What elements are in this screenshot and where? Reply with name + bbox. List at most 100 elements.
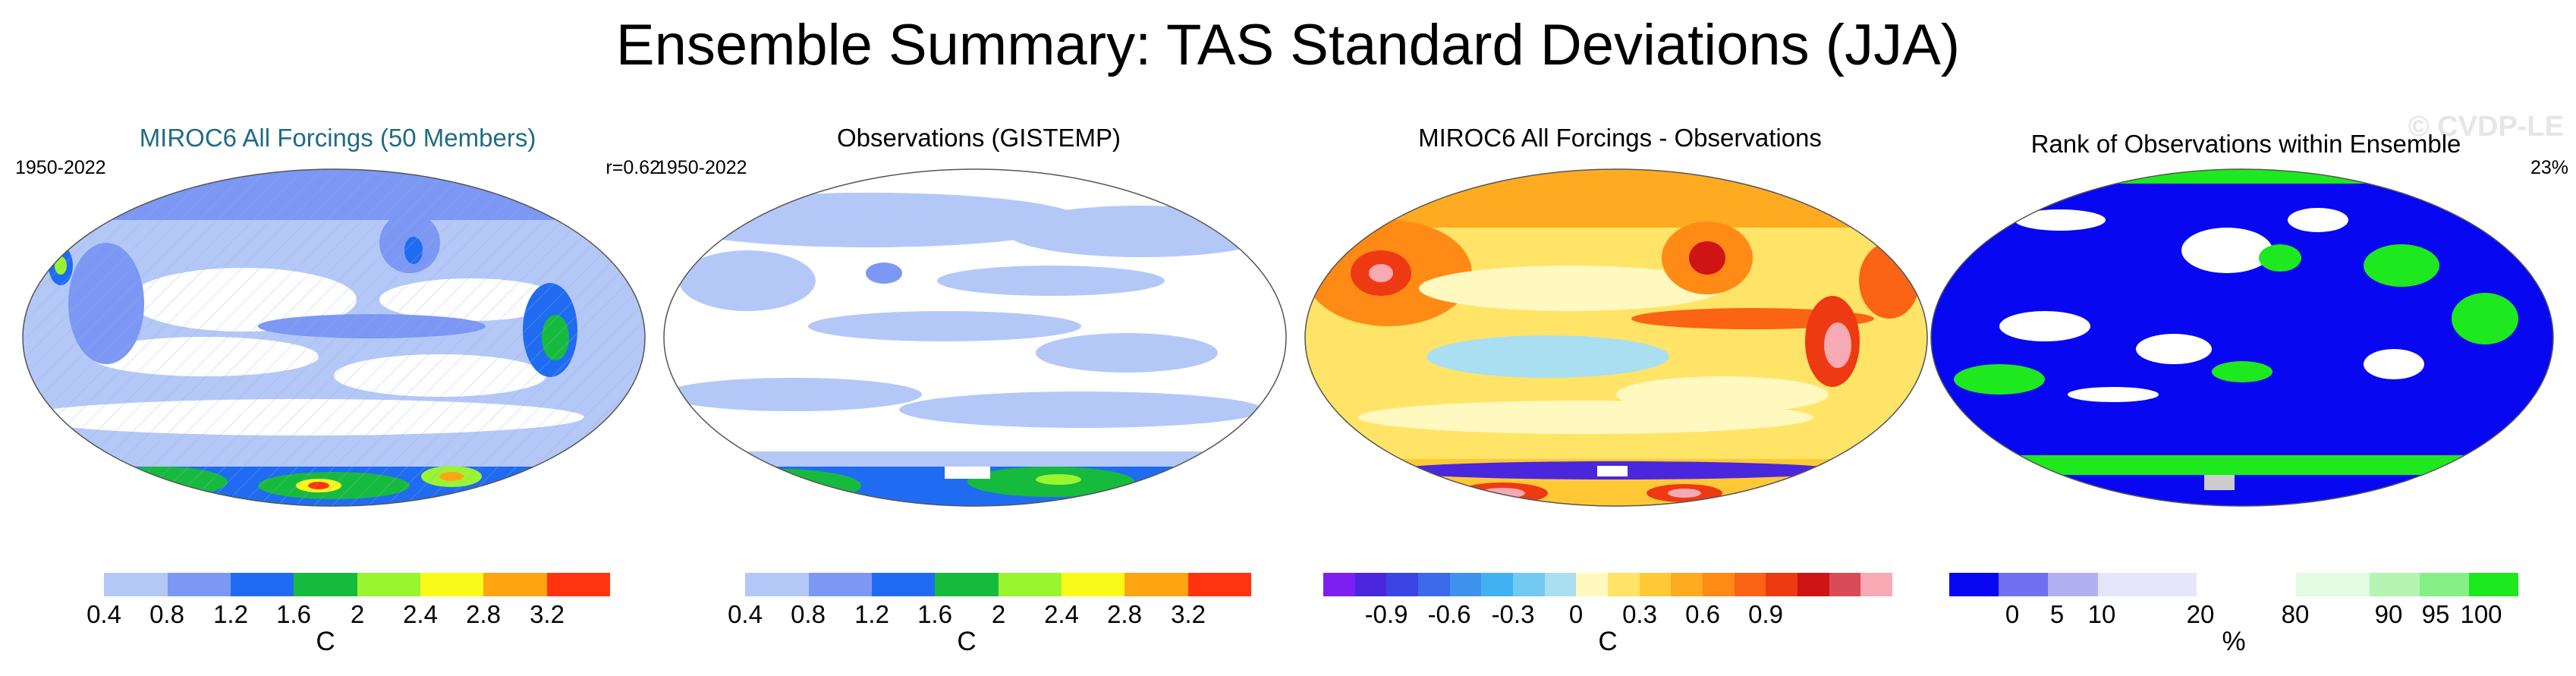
world-map bbox=[1304, 168, 1928, 507]
percentage-label: 23% bbox=[2530, 157, 2568, 178]
colorbar-tick: 100 bbox=[2460, 600, 2502, 628]
colorbar-swatch bbox=[1829, 573, 1861, 596]
colorbar-tick: 2.4 bbox=[1044, 600, 1079, 628]
colorbar-swatch bbox=[1766, 573, 1798, 596]
colorbar-swatch bbox=[41, 573, 105, 596]
world-map bbox=[22, 168, 646, 507]
colorbar-swatch bbox=[104, 573, 168, 596]
colorbar-swatch bbox=[1576, 573, 1609, 596]
colorbar-unit: C bbox=[316, 627, 335, 656]
colorbar-swatch bbox=[1354, 573, 1387, 596]
colorbar-swatch bbox=[167, 573, 231, 596]
colorbar-swatch bbox=[294, 573, 357, 596]
colorbar-unit: % bbox=[2222, 627, 2246, 656]
colorbar-tick: 1.2 bbox=[213, 600, 248, 628]
colorbar-swatch bbox=[1544, 573, 1577, 596]
panel-title: Rank of Observations within Ensemble bbox=[2030, 130, 2461, 158]
colorbar-swatch bbox=[2370, 573, 2420, 596]
colorbar-tick: 0.8 bbox=[791, 600, 826, 628]
colorbar bbox=[1323, 573, 1893, 596]
colorbar-swatch bbox=[1418, 573, 1450, 596]
colorbar-swatch bbox=[2097, 573, 2197, 596]
colorbar-swatch bbox=[2468, 573, 2519, 596]
colorbar-swatch bbox=[1671, 573, 1703, 596]
colorbar-swatch bbox=[1513, 573, 1545, 596]
colorbar-swatch bbox=[1124, 573, 1188, 596]
colorbar-swatch bbox=[1703, 573, 1735, 596]
colorbar-tick: 90 bbox=[2374, 600, 2403, 628]
world-map bbox=[663, 168, 1287, 507]
colorbar-tick: 3.2 bbox=[530, 600, 565, 628]
colorbar-tick: -0.6 bbox=[1427, 600, 1471, 628]
colorbar-swatch bbox=[1061, 573, 1125, 596]
colorbar-swatch bbox=[1999, 573, 2049, 596]
colorbar-swatch bbox=[420, 573, 484, 596]
colorbar-swatch bbox=[935, 573, 999, 596]
colorbar-swatch bbox=[1608, 573, 1640, 596]
colorbar-tick: 1.6 bbox=[917, 600, 952, 628]
colorbar-swatch bbox=[546, 573, 610, 596]
colorbar-unit: C bbox=[957, 627, 977, 656]
colorbar-tick: 0 bbox=[2005, 600, 2020, 628]
colorbar-tick: 2.8 bbox=[466, 600, 501, 628]
colorbar-swatch bbox=[230, 573, 294, 596]
pattern-correlation-label: r=0.62 bbox=[605, 157, 660, 178]
colorbar-tick: 5 bbox=[2049, 600, 2065, 628]
colorbar-swatch bbox=[2048, 573, 2098, 596]
world-map bbox=[1930, 168, 2554, 507]
main-title: Ensemble Summary: TAS Standard Deviation… bbox=[615, 13, 1961, 77]
colorbar-tick: 2.4 bbox=[403, 600, 438, 628]
colorbar-tick: 0 bbox=[1568, 600, 1584, 628]
colorbar-tick: 1.2 bbox=[854, 600, 889, 628]
colorbar-tick: 10 bbox=[2087, 600, 2116, 628]
colorbar-swatch bbox=[357, 573, 420, 596]
colorbar-tick: 2 bbox=[991, 600, 1006, 628]
colorbar-tick: 2.8 bbox=[1107, 600, 1142, 628]
watermark: © CVDP-LE bbox=[2408, 111, 2564, 143]
panel-difference: MIROC6 All Forcings - Observations bbox=[1297, 114, 1942, 676]
colorbar-tick: 0.4 bbox=[728, 600, 763, 628]
colorbar-swatch bbox=[1449, 573, 1482, 596]
period-label: 1950-2022 bbox=[15, 157, 106, 178]
colorbar-tick: 3.2 bbox=[1171, 600, 1206, 628]
colorbar bbox=[41, 573, 610, 596]
colorbar-tick: -0.9 bbox=[1364, 600, 1408, 628]
colorbar-tick: 0.3 bbox=[1622, 600, 1657, 628]
colorbar-swatch bbox=[2295, 573, 2370, 596]
colorbar-tick: -0.3 bbox=[1491, 600, 1535, 628]
panel-title: Observations (GISTEMP) bbox=[836, 124, 1121, 152]
colorbar bbox=[1949, 573, 2519, 596]
colorbar-swatch bbox=[1949, 573, 1999, 596]
colorbar-swatch bbox=[1481, 573, 1514, 596]
colorbar-tick: 0.6 bbox=[1685, 600, 1720, 628]
panel-title: MIROC6 All Forcings - Observations bbox=[1418, 124, 1822, 152]
colorbar-swatch bbox=[745, 573, 809, 596]
colorbar bbox=[682, 573, 1251, 596]
colorbar-tick: 2 bbox=[350, 600, 365, 628]
colorbar-swatch bbox=[1860, 573, 1893, 596]
colorbar-swatch bbox=[1734, 573, 1766, 596]
colorbar-swatch bbox=[1187, 573, 1251, 596]
colorbar-unit: C bbox=[1598, 627, 1618, 656]
colorbar-swatch bbox=[2419, 573, 2469, 596]
panel-model-std: MIROC6 All Forcings (50 Members) 1950-20… bbox=[15, 114, 660, 676]
period-label: 1950-2022 bbox=[656, 157, 747, 178]
colorbar-tick: 80 bbox=[2281, 600, 2310, 628]
colorbar-tick: 20 bbox=[2186, 600, 2215, 628]
colorbar-swatch bbox=[1386, 573, 1419, 596]
colorbar-swatch bbox=[483, 573, 547, 596]
colorbar-swatch bbox=[1323, 573, 1355, 596]
colorbar-swatch bbox=[998, 573, 1062, 596]
colorbar-swatch bbox=[682, 573, 746, 596]
panel-title: MIROC6 All Forcings (50 Members) bbox=[139, 124, 536, 152]
colorbar-tick: 0.4 bbox=[86, 600, 121, 628]
colorbar-swatch bbox=[808, 573, 872, 596]
colorbar-tick: 0.9 bbox=[1748, 600, 1783, 628]
panel-rank: © CVDP-LE Rank of Observations within En… bbox=[1923, 111, 2568, 676]
panel-observations-std: Observations (GISTEMP) 1950-2022 bbox=[656, 114, 1301, 676]
colorbar-swatch bbox=[2197, 573, 2296, 596]
colorbar-tick: 1.6 bbox=[276, 600, 311, 628]
colorbar-swatch bbox=[1639, 573, 1672, 596]
colorbar-tick: 0.8 bbox=[149, 600, 184, 628]
colorbar-swatch bbox=[1798, 573, 1829, 596]
